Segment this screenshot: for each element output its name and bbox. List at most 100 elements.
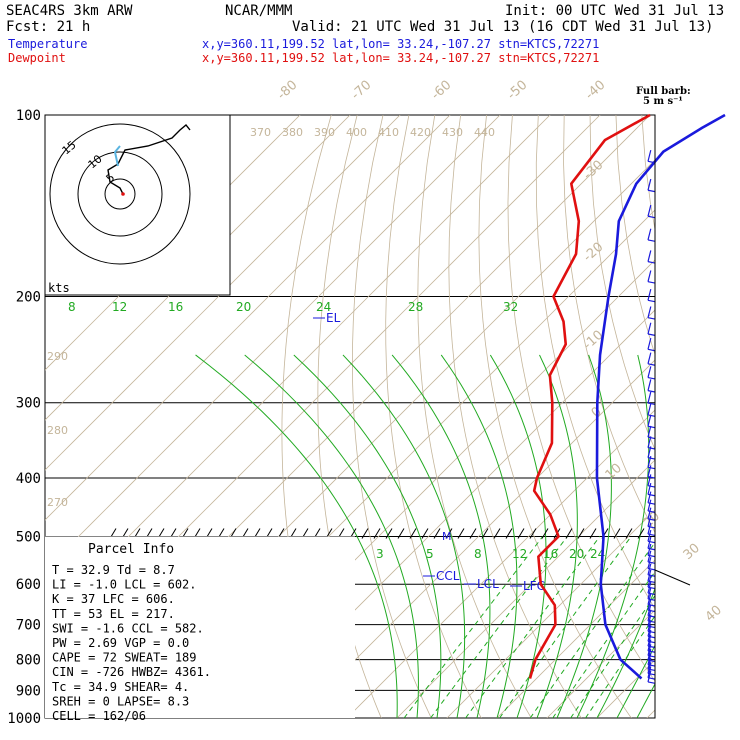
wind-barb-flag	[647, 609, 652, 622]
wind-barb-flag	[647, 491, 652, 503]
parcel-row: Tc = 34.9 SHEAR= 4.	[52, 680, 189, 694]
pressure-label: 800	[16, 653, 41, 669]
wind-barb-flag	[647, 662, 652, 674]
wind-barb-staff	[647, 457, 656, 460]
mixing-ratio-line	[552, 536, 655, 718]
mixing-ratio-line	[570, 536, 655, 718]
wind-barb-flag	[647, 624, 652, 637]
wind-barb	[647, 474, 656, 488]
wind-barb	[647, 491, 656, 505]
mixing-ratio-line	[465, 536, 601, 718]
pressure-label: 700	[16, 618, 41, 634]
hatch-mark	[541, 528, 549, 539]
parcel-row: SREH = 0 LAPSE= 8.3	[52, 694, 189, 708]
hatch-mark	[529, 528, 537, 539]
wind-barb	[647, 250, 656, 264]
isotherm-line	[546, 115, 655, 718]
hatch-mark	[625, 528, 633, 539]
wind-barb	[647, 379, 656, 393]
dry-adiabat-line	[417, 115, 532, 718]
wind-barb-staff	[647, 281, 656, 284]
hatch-mark	[469, 528, 477, 539]
mixing-ratio-label: 3	[376, 547, 384, 561]
hatch-mark	[361, 528, 369, 539]
wind-barb-flag	[647, 653, 652, 665]
isotherm-line	[496, 115, 655, 718]
isotherm-label: -70	[349, 78, 375, 103]
wind-barb	[647, 352, 656, 366]
parcel-row: PW = 2.69 VGP = 0.0	[52, 636, 189, 650]
mixing-ratio-label: 8	[68, 300, 76, 314]
wind-barb-staff	[647, 447, 656, 450]
moist-adiabat-line	[536, 354, 578, 718]
wind-barb-flag	[647, 644, 652, 656]
mixing-ratio-label: 16	[543, 547, 558, 561]
wind-barb-staff	[647, 518, 656, 521]
wind-barb-flag	[647, 366, 652, 378]
parcel-row: TT = 53 EL = 217.	[52, 607, 175, 621]
pressure-label: 900	[16, 683, 41, 699]
wind-barb-staff	[647, 525, 656, 529]
dry-adiabat-line	[478, 115, 632, 718]
wind-barb-staff	[647, 363, 656, 366]
wind-barb-flag	[647, 619, 652, 632]
mixing-ratio-label: 28	[408, 300, 423, 314]
theta-label: 270	[47, 496, 68, 509]
parcel-row: SWI = -1.6 CCL = 582.	[52, 621, 204, 635]
moist-adiabat-line	[576, 354, 650, 718]
wind-barb-flag	[647, 465, 652, 477]
moist-adiabat-line	[616, 354, 655, 718]
wind-barb-flag	[647, 306, 652, 318]
mixing-ratio-label: 16	[168, 300, 183, 314]
moist-adiabat-line	[342, 354, 466, 718]
isotherm-line	[45, 115, 301, 718]
wind-barb-flag	[647, 250, 652, 262]
moist-adiabat-line	[556, 354, 612, 718]
mixing-ratio-label: 20	[236, 300, 251, 314]
wind-barb-staff	[647, 160, 656, 164]
pressure-label: 300	[16, 396, 41, 412]
mixing-ratio-label: 5	[426, 547, 434, 561]
wind-barb-flag	[647, 425, 652, 438]
wind-barb	[647, 288, 656, 303]
wind-barb-flag	[647, 639, 652, 652]
wind-barb-flag	[647, 455, 652, 468]
pressure-label: 100	[16, 108, 41, 124]
corner-mask	[575, 115, 740, 470]
mixing-ratio-line	[585, 536, 655, 718]
isotherm-line	[45, 115, 401, 718]
parcel-title: Parcel Info	[88, 542, 174, 557]
moist-adiabat-line	[195, 354, 398, 718]
wind-barb-staff	[647, 215, 656, 219]
level-marker-lcl: LCL	[464, 577, 499, 591]
hodograph-ring	[77, 151, 163, 237]
parcel-row: LI = -1.0 LCL = 602.	[52, 578, 197, 592]
wind-barb-flag	[647, 204, 652, 217]
wind-barb	[647, 391, 656, 406]
wind-barb-flag	[647, 391, 652, 404]
wind-barb-staff	[647, 425, 656, 429]
wind-barb-staff	[647, 261, 656, 264]
wind-barb-flag	[647, 666, 652, 678]
wind-barb-flag	[647, 522, 652, 535]
wind-barb-flag	[647, 322, 652, 335]
level-marker-el: EL	[313, 311, 341, 325]
pressure-label: 500	[16, 529, 41, 545]
wind-barb-flag	[647, 483, 652, 495]
wind-barb-flag	[647, 150, 652, 162]
wind-barb	[647, 322, 656, 336]
wind-barb-flag	[647, 499, 652, 512]
wind-barb-staff	[647, 502, 656, 505]
mixing-ratio-line	[403, 536, 544, 718]
hatch-mark	[517, 528, 525, 539]
wind-barb-flag	[647, 670, 652, 683]
wind-barb	[647, 670, 656, 684]
hatch-mark	[493, 528, 501, 539]
isotherm-line	[396, 115, 655, 718]
wind-barb-staff	[647, 333, 656, 336]
isotherm-label: -60	[429, 78, 455, 103]
wind-barb	[647, 515, 656, 529]
wind-barb-flag	[647, 543, 652, 556]
theta-label: 420	[410, 126, 431, 139]
